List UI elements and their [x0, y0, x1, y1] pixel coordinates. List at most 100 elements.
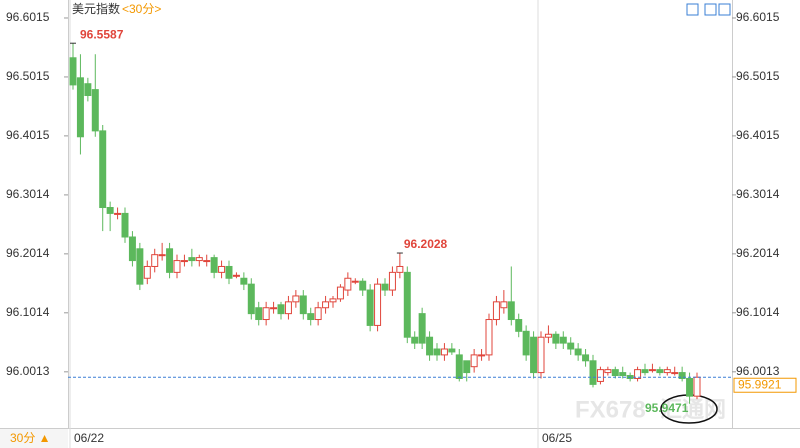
chart-title: 美元指数 [72, 1, 120, 16]
candle-body [262, 307, 270, 321]
candle-body [91, 89, 99, 132]
candle-body [136, 248, 144, 285]
period-selector[interactable]: <30分> [122, 2, 161, 16]
candle-body [403, 271, 411, 338]
candle-body [284, 301, 292, 315]
candle-body [218, 265, 226, 273]
candle-body [128, 236, 136, 262]
candle-body [634, 369, 642, 379]
y-tick-label: 96.3014 [6, 187, 50, 201]
candle-body [329, 298, 337, 303]
candle-body [388, 271, 396, 291]
candle-body [611, 369, 619, 377]
candle-body [336, 286, 344, 300]
candle-body [433, 348, 441, 356]
candle-body [277, 304, 285, 315]
candle-body [470, 354, 478, 368]
candle-body [574, 348, 582, 356]
x-tick-label: 06/25 [542, 431, 572, 445]
candle-body [69, 57, 77, 86]
candle-body [648, 369, 656, 372]
candle-body [656, 369, 664, 374]
candle-body [173, 260, 181, 273]
y-tick-label-right: 96.5015 [736, 69, 780, 83]
candle-body [143, 265, 151, 279]
y-tick-label-right: 96.0013 [736, 364, 780, 378]
candle-body [515, 319, 523, 332]
candle-body [418, 313, 426, 344]
candle-body [247, 283, 255, 315]
candle-body [686, 377, 694, 397]
candle-body [351, 280, 359, 283]
candle-body [582, 354, 590, 362]
icon[interactable] [718, 3, 731, 16]
y-tick-label-right: 96.4015 [736, 128, 780, 142]
y-tick-label-right: 96.1014 [736, 305, 780, 319]
candle-body [195, 257, 203, 262]
candle-body [359, 280, 367, 291]
candle-body [344, 277, 352, 291]
candle-body [492, 301, 500, 321]
candle-body [544, 333, 552, 338]
candle-body [448, 348, 456, 353]
candle-body [158, 254, 166, 257]
candle-body [322, 301, 330, 309]
candle-body [678, 372, 686, 379]
candle-body [240, 277, 248, 285]
y-tick-label: 96.6015 [6, 10, 50, 24]
candle-body [396, 265, 404, 273]
candle-body [203, 260, 211, 263]
candle-body [374, 283, 382, 326]
candle-body [440, 348, 448, 356]
candle-body [589, 360, 597, 385]
toolbar-icons [686, 3, 731, 16]
candle-body [530, 336, 538, 374]
y-tick-label: 96.2014 [6, 246, 50, 260]
watermark: FX678 [575, 396, 646, 423]
current-price-label: 95.9921 [738, 377, 782, 391]
candle-body [314, 307, 322, 321]
candle-body [537, 336, 545, 374]
candle-body [604, 369, 612, 374]
period-button[interactable]: 30分 ▲ [10, 431, 51, 445]
candle-body [292, 295, 300, 303]
candle-body [381, 283, 389, 291]
candle-body [500, 301, 508, 309]
y-tick-label-right: 96.2014 [736, 246, 780, 260]
candle-body [693, 376, 701, 397]
period-button-bg[interactable] [0, 429, 68, 448]
candle-body [559, 336, 567, 344]
candle-body [151, 254, 159, 267]
y-tick-label: 96.0013 [6, 364, 50, 378]
candle-body [188, 257, 196, 262]
candle-body [522, 330, 530, 356]
candle-body [663, 369, 671, 374]
candle-body [106, 207, 114, 214]
candle-body [307, 313, 315, 321]
candle-body [426, 336, 434, 356]
candle-body [596, 369, 604, 382]
icon[interactable] [704, 3, 717, 16]
candle-body [567, 342, 575, 350]
candle-body [210, 257, 218, 273]
annotation: 96.2028 [404, 237, 448, 251]
candle-body [76, 77, 84, 138]
y-tick-label: 96.1014 [6, 305, 50, 319]
annotation: 95.9471 [645, 401, 689, 415]
y-tick-label-right: 96.3014 [736, 187, 780, 201]
candle-body [84, 83, 92, 97]
candle-body [641, 369, 649, 374]
current-price-box [733, 377, 797, 393]
candle-body [463, 360, 471, 374]
candle-body [99, 130, 107, 209]
icon[interactable] [686, 3, 699, 16]
x-tick-label: 06/22 [74, 431, 104, 445]
candle-body [478, 354, 486, 357]
candle-body [507, 301, 515, 321]
candle-body [366, 289, 374, 326]
candle-body [270, 307, 278, 310]
candle-body [255, 307, 263, 321]
candle-body [299, 295, 307, 315]
candle-body [121, 212, 129, 238]
